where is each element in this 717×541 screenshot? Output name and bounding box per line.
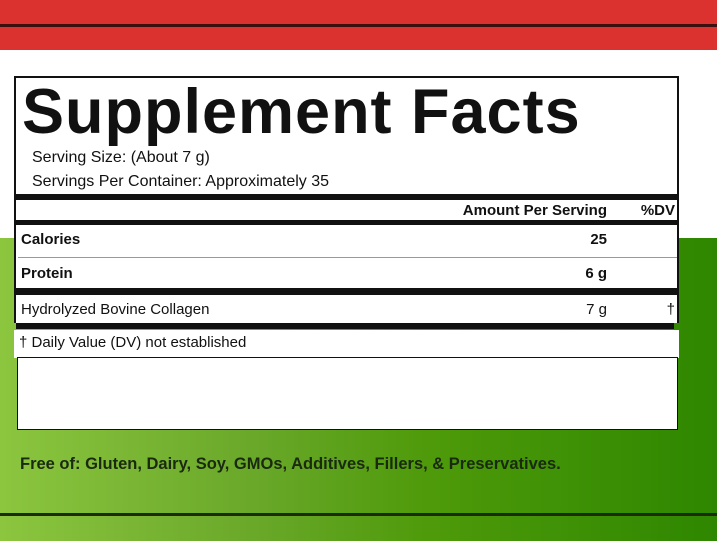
row-dv: †	[666, 301, 675, 318]
divider	[0, 24, 717, 27]
row-amount: 6 g	[585, 265, 607, 282]
serving-size: Serving Size: (About 7 g)	[32, 149, 210, 166]
free-of-statement: Free of: Gluten, Dairy, Soy, GMOs, Addit…	[20, 455, 561, 473]
divider	[18, 257, 677, 258]
divider	[0, 513, 717, 516]
blank-box	[17, 357, 678, 430]
panel-title: Supplement Facts	[22, 77, 581, 147]
header-dv: %DV	[640, 202, 675, 219]
footnote-area	[14, 330, 679, 358]
row-amount: 25	[590, 231, 607, 248]
row-name: Protein	[21, 265, 73, 282]
divider	[16, 194, 677, 200]
header-amount: Amount Per Serving	[462, 202, 607, 219]
row-amount: 7 g	[586, 301, 607, 318]
divider	[16, 220, 677, 225]
divider	[16, 288, 677, 295]
row-name: Hydrolyzed Bovine Collagen	[21, 301, 210, 318]
divider	[16, 323, 674, 329]
servings-per-container: Servings Per Container: Approximately 35	[32, 173, 330, 190]
footnote: † Daily Value (DV) not established	[19, 334, 247, 351]
row-name: Calories	[21, 231, 81, 248]
